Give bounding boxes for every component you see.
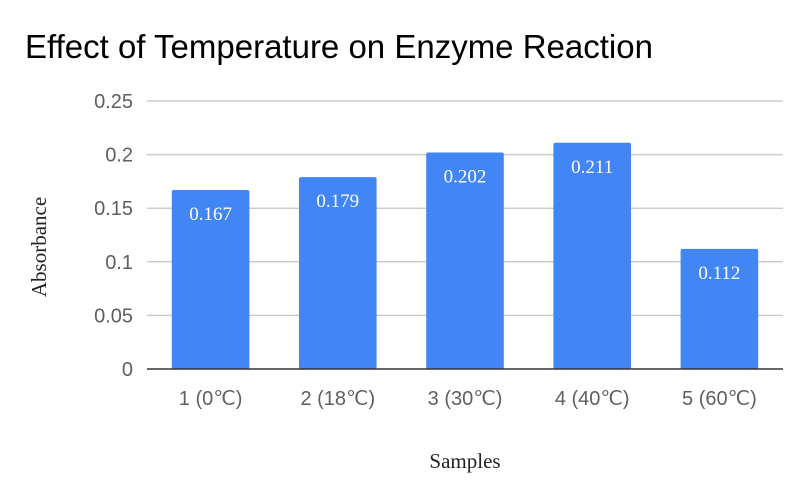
y-tick-label: 0.05 — [94, 305, 133, 327]
x-tick-label: 1 (0℃) — [179, 388, 243, 410]
y-tick-label: 0.1 — [105, 252, 133, 274]
y-axis-ticks: 0 0.05 0.1 0.15 0.2 0.25 — [94, 91, 133, 381]
bar — [553, 142, 631, 369]
y-axis-label: Absorbance — [27, 197, 51, 297]
x-axis-label: Samples — [429, 449, 500, 473]
x-tick-label: 2 (18℃) — [300, 388, 375, 410]
bar — [171, 189, 250, 369]
x-axis-ticks: 1 (0℃) 2 (18℃) 3 (30℃) 4 (40℃) 5 (60℃) — [179, 388, 757, 410]
data-label: 0.112 — [698, 263, 740, 284]
bar — [680, 248, 759, 369]
bar — [426, 152, 504, 369]
bar — [299, 177, 377, 369]
x-tick-label: 5 (60℃) — [682, 388, 757, 410]
y-tick-label: 0.15 — [94, 198, 133, 220]
x-tick-label: 4 (40℃) — [555, 388, 630, 410]
data-label: 0.211 — [571, 157, 613, 178]
data-label: 0.179 — [316, 191, 359, 212]
y-tick-label: 0 — [122, 359, 133, 381]
chart-title: Effect of Temperature on Enzyme Reaction — [25, 28, 653, 65]
y-tick-label: 0.25 — [94, 91, 133, 113]
bars — [171, 142, 759, 369]
data-label: 0.167 — [189, 204, 232, 225]
data-labels: 0.167 0.179 0.202 0.211 0.112 — [189, 157, 740, 284]
data-label: 0.202 — [444, 166, 487, 187]
y-tick-label: 0.2 — [105, 145, 133, 167]
x-tick-label: 3 (30℃) — [428, 388, 503, 410]
